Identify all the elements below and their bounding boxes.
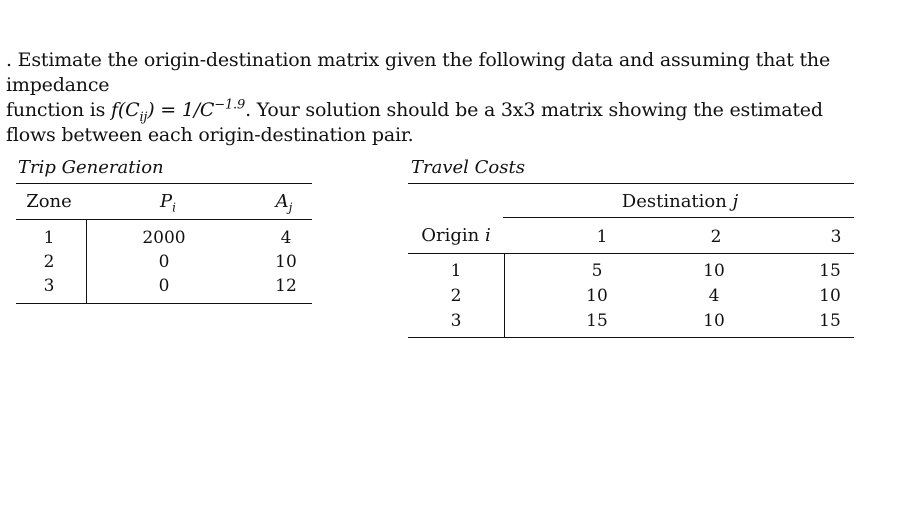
- trip-generation-bottom-rule: [16, 303, 312, 304]
- travel-costs-1-2: 10: [703, 261, 725, 281]
- travel-costs-2-2: 4: [708, 286, 720, 306]
- trip-generation-header-rule: [16, 219, 312, 220]
- travel-costs-1-1: 5: [591, 261, 603, 281]
- travel-costs-top-rule: [408, 183, 854, 184]
- trip-generation-p-2: 0: [158, 252, 170, 272]
- travel-costs-col-2: 2: [710, 227, 722, 247]
- trip-generation-p-1: 2000: [142, 228, 186, 248]
- trip-generation-a-1: 4: [280, 228, 292, 248]
- impedance-formula: f(Cij) = 1/C−1.9: [111, 97, 246, 125]
- travel-costs-group-rule: [503, 217, 854, 218]
- trip-generation-a-3: 12: [275, 276, 297, 296]
- trip-generation-header-p: Pi: [160, 191, 176, 215]
- trip-generation-top-rule: [16, 183, 312, 184]
- travel-costs-origin-divider: [504, 253, 505, 337]
- travel-costs-origin-2: 2: [450, 286, 462, 306]
- trip-generation-a-2: 10: [275, 252, 297, 272]
- travel-costs-2-3: 10: [819, 286, 841, 306]
- trip-generation-title: Trip Generation: [18, 157, 164, 178]
- travel-costs-3-1: 15: [586, 311, 608, 331]
- problem-statement: . Estimate the origin-destination matrix…: [6, 48, 886, 148]
- travel-costs-title: Travel Costs: [411, 157, 525, 178]
- travel-costs-origin-3: 3: [450, 311, 462, 331]
- travel-costs-3-3: 15: [819, 311, 841, 331]
- problem-line-3: flows between each origin-destination pa…: [6, 124, 414, 146]
- travel-costs-3-2: 10: [703, 311, 725, 331]
- trip-generation-p-3: 0: [158, 276, 170, 296]
- trip-generation-header-a: Aj: [275, 191, 293, 215]
- trip-generation-zone-3: 3: [43, 276, 55, 296]
- problem-line-2: function is f(Cij) = 1/C−1.9. Your solut…: [6, 97, 823, 125]
- travel-costs-origin-header: Origin i: [421, 225, 491, 246]
- trip-generation-zone-divider: [86, 219, 87, 303]
- travel-costs-header-rule: [408, 253, 854, 254]
- travel-costs-1-3: 15: [819, 261, 841, 281]
- travel-costs-2-1: 10: [586, 286, 608, 306]
- travel-costs-destination-header: Destination j: [621, 191, 739, 212]
- travel-costs-bottom-rule: [408, 337, 854, 338]
- travel-costs-col-1: 1: [596, 227, 608, 247]
- trip-generation-zone-1: 1: [43, 228, 55, 248]
- problem-line-1: . Estimate the origin-destination matrix…: [6, 49, 831, 96]
- trip-generation-header-zone: Zone: [26, 191, 72, 212]
- trip-generation-zone-2: 2: [43, 252, 55, 272]
- travel-costs-col-3: 3: [830, 227, 842, 247]
- travel-costs-origin-1: 1: [450, 261, 462, 281]
